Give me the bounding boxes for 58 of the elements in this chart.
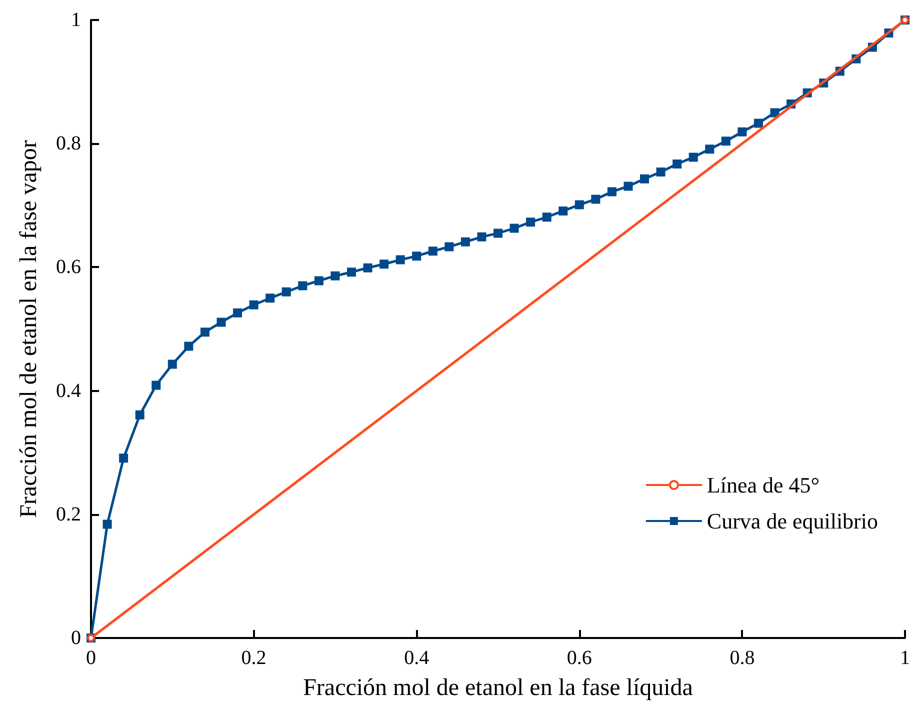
point (656, 168, 666, 177)
point (184, 342, 194, 351)
x-tick-label: 0.6 (566, 647, 592, 669)
point (314, 276, 324, 286)
y-tick-label: 0.6 (56, 256, 81, 278)
point (542, 212, 552, 222)
point (330, 271, 340, 280)
point (298, 281, 308, 290)
point (721, 136, 730, 146)
legend-label: Línea de 45° (706, 472, 820, 498)
point (168, 360, 177, 369)
legend-label: Curva de equilibrio (706, 508, 878, 534)
point (526, 218, 536, 227)
point (363, 263, 372, 272)
point (135, 410, 144, 420)
point (380, 260, 389, 269)
point (607, 187, 616, 196)
x-tick-label: 0.8 (730, 647, 755, 669)
x-tick-label: 0.2 (241, 647, 266, 669)
point (672, 159, 682, 168)
point (216, 318, 226, 327)
point (346, 268, 356, 277)
point (200, 328, 210, 337)
point (266, 294, 275, 303)
y-tick-label: 0 (71, 627, 81, 649)
point (754, 118, 763, 128)
point (770, 108, 780, 118)
point (444, 242, 454, 252)
point (119, 454, 128, 463)
point (688, 152, 698, 162)
point (640, 174, 650, 184)
point (428, 246, 438, 256)
point (624, 182, 633, 191)
point (233, 308, 242, 318)
x-tick-label: 1 (900, 647, 910, 669)
point (494, 228, 502, 238)
x-axis-title: Fracción mol de etanol en la fase líquida (303, 675, 694, 701)
point (396, 255, 405, 264)
point (460, 237, 470, 246)
y-tick-label: 0.2 (56, 503, 81, 526)
point (591, 194, 600, 204)
y-tick-label: 1 (71, 9, 81, 31)
point (412, 252, 422, 261)
point (705, 144, 714, 154)
point (152, 380, 161, 390)
point (477, 232, 486, 242)
point (574, 200, 584, 210)
point (282, 287, 291, 296)
point (558, 206, 568, 216)
point (510, 224, 519, 233)
x-tick-label: 0 (86, 647, 96, 669)
y-tick-label: 0.8 (56, 132, 81, 155)
point (249, 300, 258, 310)
y-axis-title: Fracción mol de etanol en la fase vapor (16, 140, 42, 518)
point (738, 127, 747, 136)
x-tick-label: 0.4 (404, 647, 430, 669)
point (102, 520, 112, 529)
y-tick-label: 0.4 (56, 380, 81, 402)
